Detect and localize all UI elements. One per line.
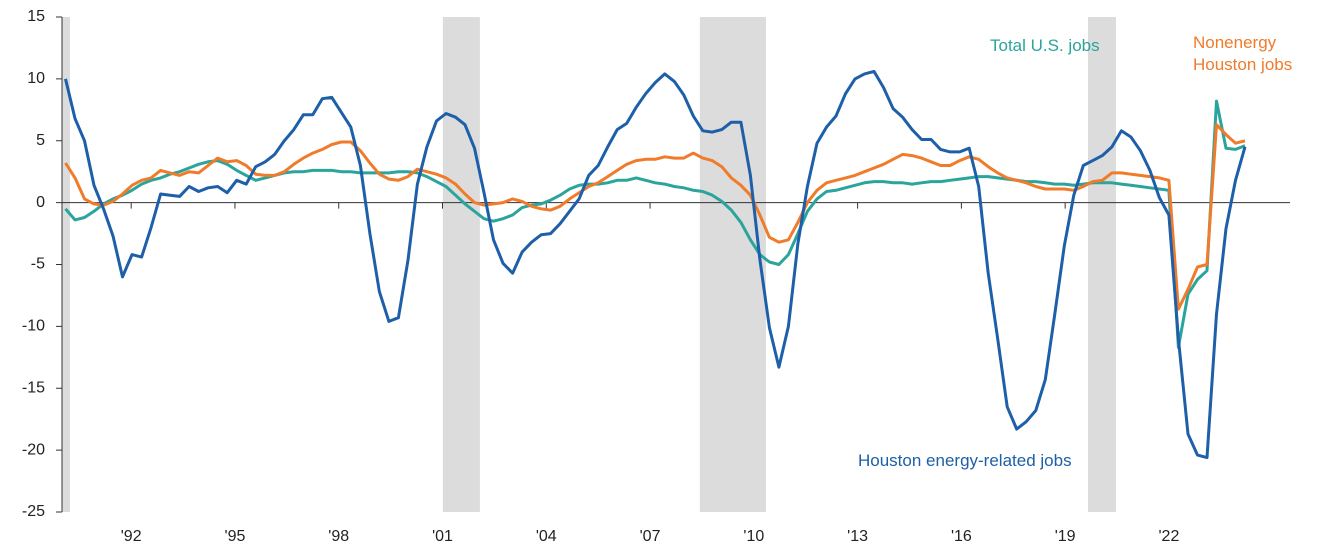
x-tick-label: '98 [328, 528, 349, 545]
recession-band [699, 17, 766, 512]
x-tick-label: '19 [1055, 528, 1076, 545]
x-tick-label: '22 [1158, 528, 1179, 545]
annotation-energy: Houston energy-related jobs [858, 451, 1072, 470]
y-tick-label: 15 [27, 8, 45, 25]
y-tick-label: -5 [31, 256, 45, 273]
y-tick-label: -15 [22, 379, 45, 396]
recession-band [62, 17, 70, 512]
x-tick-label: '13 [847, 528, 868, 545]
x-tick-label: '07 [640, 528, 661, 545]
y-tick-label: 0 [36, 194, 45, 211]
x-tick-label: '92 [121, 528, 142, 545]
y-tick-label: -25 [22, 503, 45, 520]
x-tick-label: '95 [225, 528, 246, 545]
x-tick-label: '01 [432, 528, 453, 545]
x-tick-label: '10 [743, 528, 764, 545]
y-tick-label: 10 [27, 70, 45, 87]
x-tick-label: '16 [951, 528, 972, 545]
recession-band [1087, 17, 1117, 512]
y-tick-label: -10 [22, 318, 45, 335]
recession-band [442, 17, 480, 512]
annotation-nonenergy: Nonenergy Houston jobs [1193, 33, 1293, 74]
y-tick-label: 5 [36, 132, 45, 149]
y-tick-label: -20 [22, 441, 45, 458]
x-tick-label: '04 [536, 528, 557, 545]
series-line [64, 69, 1247, 460]
series-line [64, 99, 1246, 349]
annotation-total-us: Total U.S. jobs [990, 36, 1100, 55]
series-line [64, 123, 1246, 311]
